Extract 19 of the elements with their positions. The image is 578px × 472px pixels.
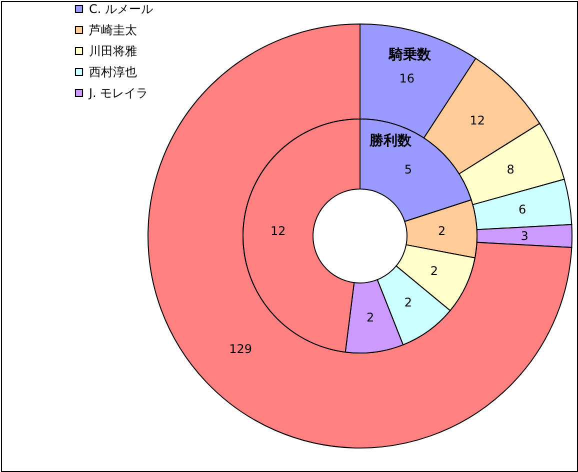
legend-label: 芦崎圭太: [89, 23, 137, 37]
data-label: 12: [270, 224, 286, 238]
data-label: 2: [430, 264, 438, 278]
slice-label: 勝利数: [368, 132, 413, 149]
legend-label: C. ルメール: [89, 2, 154, 16]
data-label: 3: [520, 229, 528, 243]
legend-label: 川田将雅: [89, 44, 137, 58]
legend-label: J. モレイラ: [88, 86, 148, 100]
data-label: 12: [470, 114, 486, 128]
data-label: 16: [399, 71, 415, 86]
data-label: 6: [518, 202, 526, 216]
data-label: 8: [506, 162, 514, 177]
data-label: 2: [438, 224, 446, 238]
data-label: 2: [404, 295, 412, 310]
legend-label: 西村淳也: [89, 65, 137, 79]
data-label: 129: [229, 342, 252, 356]
data-label: 5: [404, 162, 412, 177]
data-label: 2: [366, 310, 374, 324]
slice-label: 騎乗数: [388, 46, 432, 63]
